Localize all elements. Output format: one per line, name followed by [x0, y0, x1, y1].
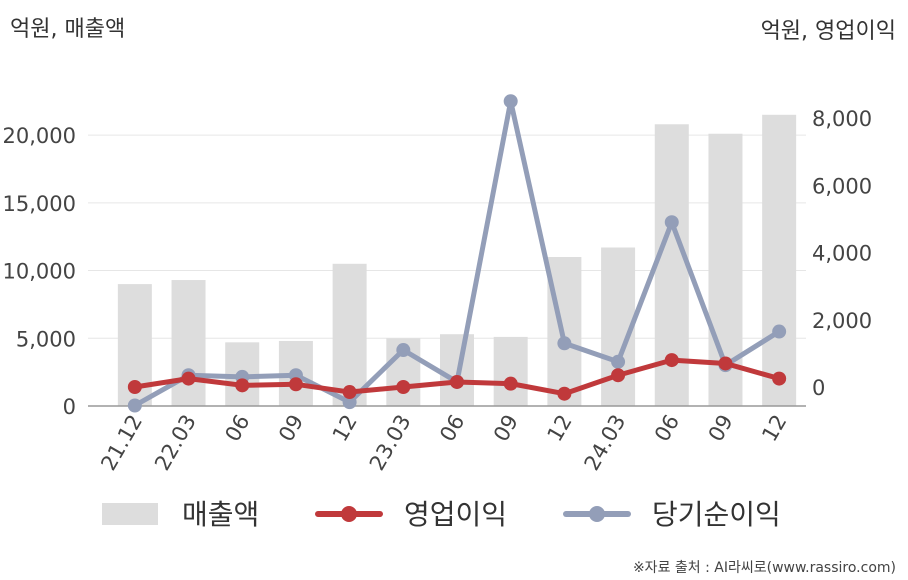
x-tick-label: 09 [704, 411, 738, 446]
point-당기순이익 [664, 215, 679, 230]
legend-swatch [102, 503, 158, 525]
legend-marker [341, 506, 357, 522]
x-tick-label: 09 [274, 411, 308, 446]
point-영업이익 [718, 356, 733, 371]
point-영업이익 [664, 353, 679, 368]
right-axis-unit: 억원, 영업이익 [761, 19, 896, 44]
bar-revenue [493, 336, 528, 406]
left-axis-ticks: 0 5,000 10,000 15,000 20,000 [3, 124, 76, 419]
x-tick-label: 24.03 [580, 411, 631, 475]
x-tick-label: 12 [328, 411, 362, 446]
source-note: ※자료 출처 : AI라씨로(www.rassiro.com) [633, 560, 896, 576]
x-tick-label: 22.03 [150, 411, 201, 475]
x-tick-label: 06 [435, 411, 469, 446]
point-영업이익 [396, 380, 411, 394]
legend-label: 매출액 [182, 498, 259, 531]
bar-revenue [171, 280, 206, 406]
point-당기순이익 [503, 94, 518, 109]
point-영업이익 [288, 377, 303, 392]
point-영업이익 [181, 371, 196, 386]
point-영업이익 [772, 371, 787, 386]
right-tick-label: 8,000 [812, 107, 872, 131]
right-tick-label: 4,000 [812, 242, 872, 266]
point-당기순이익 [127, 398, 142, 413]
legend-label: 영업이익 [404, 498, 507, 531]
point-영업이익 [127, 380, 142, 394]
right-tick-label: 0 [812, 376, 825, 400]
point-영업이익 [503, 376, 518, 391]
legend-marker [589, 506, 605, 522]
x-tick-label: 21.12 [96, 411, 147, 475]
lines [127, 94, 787, 413]
right-tick-label: 6,000 [812, 174, 872, 198]
point-당기순이익 [611, 354, 626, 369]
x-axis-ticks: 21.12 22.03 06 09 12 23.03 06 09 12 24.03 06 09 12 [96, 411, 791, 475]
bar-revenue [762, 114, 797, 406]
left-tick-label: 15,000 [3, 192, 76, 216]
point-영업이익 [450, 374, 464, 389]
point-당기순이익 [557, 336, 572, 351]
point-영업이익 [342, 385, 357, 400]
left-tick-label: 5,000 [16, 327, 76, 351]
point-당기순이익 [396, 343, 411, 358]
bar-revenue [332, 263, 367, 406]
x-tick-label: 12 [543, 411, 577, 446]
legend: 매출액 영업이익 당기순이익 [102, 498, 781, 531]
left-axis-unit: 억원, 매출액 [10, 17, 125, 42]
x-tick-label: 23.03 [365, 411, 416, 475]
point-당기순이익 [342, 395, 357, 410]
left-tick-label: 20,000 [3, 124, 76, 148]
point-영업이익 [557, 386, 572, 401]
left-tick-label: 10,000 [3, 260, 76, 284]
point-영업이익 [611, 368, 626, 383]
point-영업이익 [235, 378, 250, 393]
x-tick-label: 06 [650, 411, 684, 446]
x-tick-label: 09 [489, 411, 523, 446]
legend-label: 당기순이익 [652, 498, 781, 531]
left-tick-label: 0 [63, 395, 76, 419]
right-axis-ticks: 0 2,000 4,000 6,000 8,000 [812, 107, 872, 400]
x-tick-label: 12 [757, 411, 791, 446]
right-tick-label: 2,000 [812, 309, 872, 333]
point-당기순이익 [772, 324, 787, 339]
x-tick-label: 06 [220, 411, 254, 446]
